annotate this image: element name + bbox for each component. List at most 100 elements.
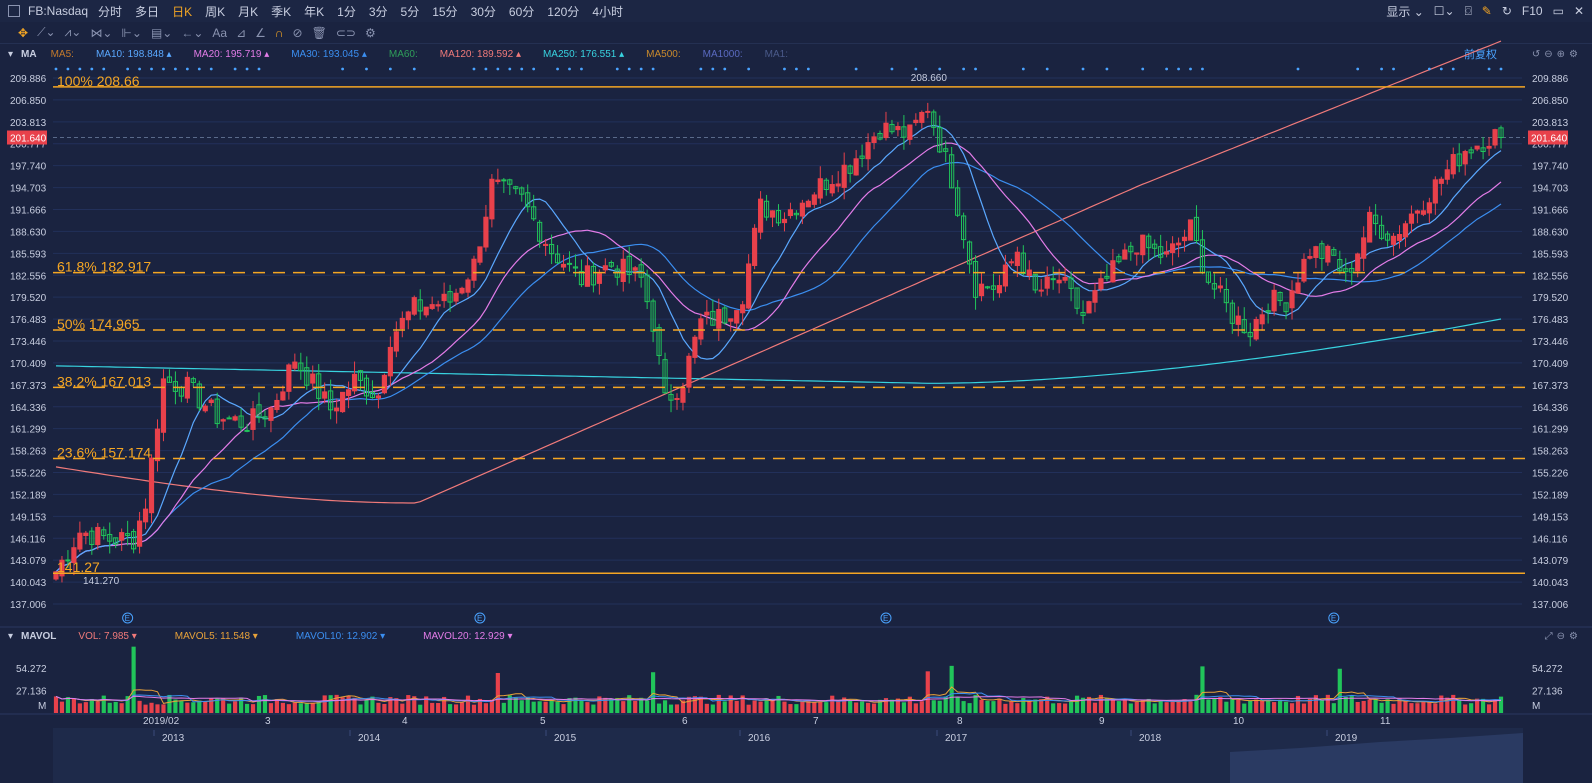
candle-body [949,154,955,189]
period-tab[interactable]: 60分 [508,4,535,19]
candle-body [841,164,847,188]
period-tab[interactable]: 日K [172,4,193,19]
table-icon[interactable]: ▤⌄ [150,25,173,40]
signal-dot [580,67,583,71]
pencil-icon[interactable]: ✎ [1481,4,1492,18]
signal-dot [472,67,476,71]
layout-icon[interactable]: ☐⌄ [1433,4,1455,18]
display-menu[interactable]: 显示 ⌄ [1386,4,1424,19]
text-tool[interactable]: Aa [212,25,228,40]
vol-legend-item[interactable]: MAVOL5: 11.548 ▾ [174,630,258,642]
hide-icon[interactable]: ⊘ [292,25,303,40]
ruler-icon[interactable]: ⊿ [236,25,247,40]
top-bar: FB:Nasdaq 分时 多日 日K 周K 月K 季K 年K 1分 3分 5分 15分 30分 60分 1… [0,0,1592,23]
wave-icon[interactable]: ⋈⌄ [90,25,113,40]
candle-body [943,148,949,152]
volume-bar [704,703,709,713]
vol-legend-item[interactable]: MAVOL20: 12.929 ▾ [423,630,513,642]
ma-legend-item[interactable]: MA20: 195.719 ▴ [194,49,270,60]
low-label: 141.270 [83,576,120,587]
period-tab[interactable]: 3分 [368,4,388,19]
period-tab[interactable]: 年K [304,4,325,19]
settings-icon[interactable]: ⚙ [364,25,376,40]
ma-legend-item[interactable]: MA60: [389,49,418,60]
period-tab[interactable]: 多日 [135,4,160,19]
period-tab[interactable]: 季K [271,4,292,19]
move-icon[interactable]: ✥ [18,25,29,40]
collapse-icon[interactable]: ▾ [8,48,14,60]
ma-legend-item[interactable]: MA120: 189.592 ▴ [440,49,521,60]
candle-body [817,178,823,199]
ma-panel-controls[interactable]: ↺⊖⊕⚙ [1531,48,1582,60]
ma-legend-item[interactable]: MA500: [646,49,680,60]
candle-body [148,457,155,514]
grid-icon[interactable]: ⊩⌄ [121,25,142,40]
camera-icon[interactable]: ⌼ [1464,3,1472,18]
magnet-icon[interactable]: ∩ [274,25,284,40]
volume-ma-line [55,692,1502,703]
candle-body [411,297,417,315]
volume-bar [1403,701,1408,713]
period-tab[interactable]: 周K [205,4,226,19]
collapse-icon[interactable]: ▾ [8,630,14,642]
volume-tick-left: 54.272 [16,664,47,675]
price-tick-right: 188.630 [1532,227,1569,238]
vol-legend-item[interactable]: VOL: 7.985 ▾ [78,630,137,642]
period-tab[interactable]: 4小时 [592,4,623,19]
link-icon[interactable]: ⊂⊃ [335,25,356,40]
vol-legend-item[interactable]: MAVOL10: 12.902 ▾ [295,630,386,642]
candle-body [465,279,471,293]
ma-legend-item[interactable]: MA1000: [703,49,743,60]
volume-bar [382,703,387,713]
volume-bar [447,704,453,713]
candle-body [202,405,208,412]
signal-dot [1499,67,1503,71]
trash-icon[interactable]: 🗑 [311,25,327,40]
signal-dot [162,67,165,71]
ma-legend-item[interactable]: MA1: [765,49,788,60]
candle-body [549,243,555,255]
volume-bar [53,696,59,713]
signal-dot [90,67,94,71]
window-icon[interactable]: ▭ [1552,4,1564,18]
price-tick-left: 143.079 [10,556,47,567]
ma-legend-item[interactable]: MA30: 193.045 ▴ [291,49,367,60]
price-tick-right: 206.850 [1532,96,1569,107]
period-tab[interactable]: 月K [238,4,259,19]
line-icon[interactable]: ⟋⌄ [37,25,56,39]
time-axis: 2019/02 3 4 5 6 7 8 9 10 11 2013 2014 2015 2016 2017 20… [0,713,1592,783]
signal-dot [78,67,82,71]
panel-toggle-checkbox[interactable] [8,5,20,17]
candle-body [1474,145,1480,150]
volume-bar [1445,697,1450,713]
ma-legend-item[interactable]: MA10: 198.848 ▴ [96,49,172,60]
angle-icon[interactable]: ∠ [255,25,266,40]
symbol-label[interactable]: FB:Nasdaq [28,4,89,18]
volume-bar [489,699,494,713]
candle-body [280,391,286,401]
volume-bar [782,701,787,713]
period-tab[interactable]: 1分 [337,4,356,19]
ma-legend-item[interactable]: MA5: [51,49,74,60]
ma-legend-item[interactable]: MA250: 176.551 ▴ [543,49,624,60]
arrow-icon[interactable]: ←⌄ [181,25,204,40]
period-tab[interactable]: 30分 [470,4,496,19]
period-tab[interactable]: 120分 [547,4,580,19]
price-tick-right: 149.153 [1532,512,1569,523]
trend-icon[interactable]: ⩘⌄ [64,25,82,39]
adjust-button[interactable]: 前复权 [1464,49,1497,61]
period-tab[interactable]: 5分 [400,4,420,19]
candle-body [1331,249,1337,256]
close-icon[interactable]: ✕ [1573,4,1584,18]
vol-panel-controls[interactable]: ⤢⊖⚙ [1544,630,1582,642]
volume-bar [1182,699,1187,713]
signal-dot [245,67,249,71]
period-tab[interactable]: 15分 [432,4,458,19]
volume-bar [668,704,674,713]
candle-body [656,327,662,356]
period-tab[interactable]: 分时 [98,4,123,19]
volume-bar [889,699,895,713]
f10-button[interactable]: F10 [1521,4,1543,18]
refresh-icon[interactable]: ↻ [1501,4,1512,18]
